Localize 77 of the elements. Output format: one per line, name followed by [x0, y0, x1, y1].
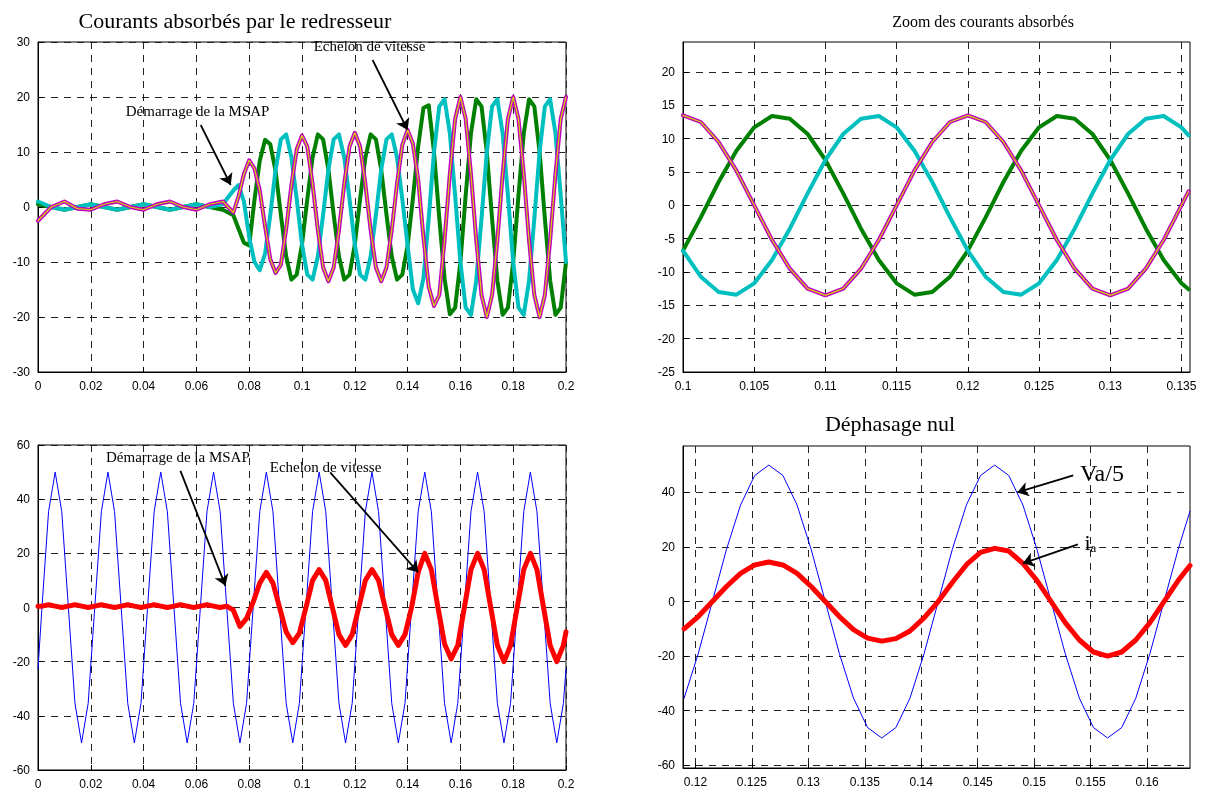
- x-tick-label: 0.15: [1022, 775, 1047, 789]
- x-tick-label: 0.1: [293, 379, 311, 393]
- x-tick-label: 0.06: [184, 379, 209, 393]
- y-tick-label: 60: [16, 438, 31, 452]
- chart-title: Courants absorbés par le redresseur: [78, 7, 393, 33]
- y-tick-label: 15: [661, 98, 676, 113]
- x-tick-label: 0.02: [79, 379, 103, 393]
- x-tick-label: 0.13: [1098, 379, 1123, 393]
- y-tick-label: 10: [661, 131, 676, 146]
- annotation: Va/5: [1079, 460, 1124, 487]
- x-tick-label: 0.105: [739, 379, 770, 393]
- x-tick-label: 0.135: [849, 775, 881, 789]
- annotation: Echelon de vitesse: [269, 459, 382, 476]
- x-tick-label: 0.125: [736, 775, 768, 789]
- x-tick-label: 0.14: [395, 777, 420, 791]
- x-tick-label: 0.14: [909, 775, 934, 789]
- x-tick-label: 0.16: [1135, 775, 1160, 789]
- y-tick-label: -10: [657, 265, 676, 279]
- y-tick-label: 10: [16, 145, 31, 159]
- x-tick-label: 0.135: [1166, 379, 1197, 393]
- annotation: Echelon de vitesse: [313, 38, 426, 55]
- y-tick-label: 40: [661, 485, 676, 500]
- y-tick-label: -15: [657, 298, 676, 313]
- x-tick-label: 0.14: [395, 379, 420, 393]
- y-tick-label: 20: [661, 539, 676, 554]
- y-tick-label: 0: [23, 600, 31, 615]
- x-tick-label: 0.12: [683, 775, 708, 789]
- y-tick-label: 20: [16, 90, 31, 104]
- x-tick-label: 0: [34, 777, 42, 791]
- y-tick-label: 0: [23, 200, 31, 214]
- x-tick-label: 0.145: [962, 775, 994, 789]
- x-tick-label: 0.06: [184, 777, 209, 791]
- x-tick-label: 0.18: [501, 379, 526, 393]
- y-tick-label: 40: [16, 492, 31, 507]
- y-tick-label: -20: [12, 310, 31, 324]
- y-tick-label: 5: [668, 165, 676, 179]
- y-tick-label: -5: [664, 231, 676, 246]
- chart-title: Zoom des courants absorbés: [892, 12, 1074, 30]
- y-tick-label: -60: [657, 758, 676, 773]
- annotation: Démarrage de la MSAP: [106, 448, 250, 465]
- x-tick-label: 0.11: [814, 379, 837, 393]
- x-tick-label: 0.2: [557, 379, 575, 393]
- x-tick-label: 0.2: [557, 777, 575, 791]
- y-tick-label: 0: [668, 198, 676, 213]
- x-tick-label: 0.13: [796, 775, 821, 789]
- y-tick-label: 30: [16, 35, 31, 49]
- y-tick-label: -40: [657, 703, 676, 718]
- y-tick-label: 20: [661, 65, 676, 79]
- x-tick-label: 0.1: [674, 379, 692, 393]
- x-tick-label: 0: [34, 379, 42, 393]
- x-tick-label: 0.16: [448, 379, 473, 393]
- x-tick-label: 0.1: [293, 777, 311, 791]
- x-tick-label: 0.16: [448, 777, 473, 791]
- x-tick-label: 0.18: [501, 777, 526, 791]
- y-tick-label: -60: [12, 763, 31, 777]
- x-tick-label: 0.125: [1024, 379, 1055, 393]
- x-tick-label: 0.04: [131, 379, 156, 393]
- x-tick-label: 0.12: [343, 379, 367, 393]
- y-tick-label: 0: [668, 594, 676, 609]
- y-tick-label: -20: [12, 654, 31, 669]
- x-tick-label: 0.04: [131, 777, 156, 791]
- x-tick-label: 0.02: [79, 777, 103, 791]
- x-tick-label: 0.08: [237, 777, 262, 791]
- x-tick-label: 0.08: [237, 379, 262, 393]
- y-tick-label: -20: [657, 331, 676, 346]
- annotation: Démarrage de la MSAP: [125, 103, 270, 120]
- x-tick-label: 0.155: [1075, 775, 1106, 789]
- chart-title: Déphasage nul: [824, 410, 956, 436]
- y-tick-label: 20: [16, 546, 31, 561]
- x-tick-label: 0.12: [956, 379, 980, 393]
- y-tick-label: -20: [657, 649, 676, 664]
- x-tick-label: 0.115: [882, 379, 912, 393]
- y-tick-label: -10: [12, 255, 31, 269]
- x-tick-label: 0.12: [343, 777, 367, 791]
- y-tick-label: -40: [12, 708, 31, 723]
- y-tick-label: -25: [657, 365, 676, 379]
- y-tick-label: -30: [12, 365, 31, 379]
